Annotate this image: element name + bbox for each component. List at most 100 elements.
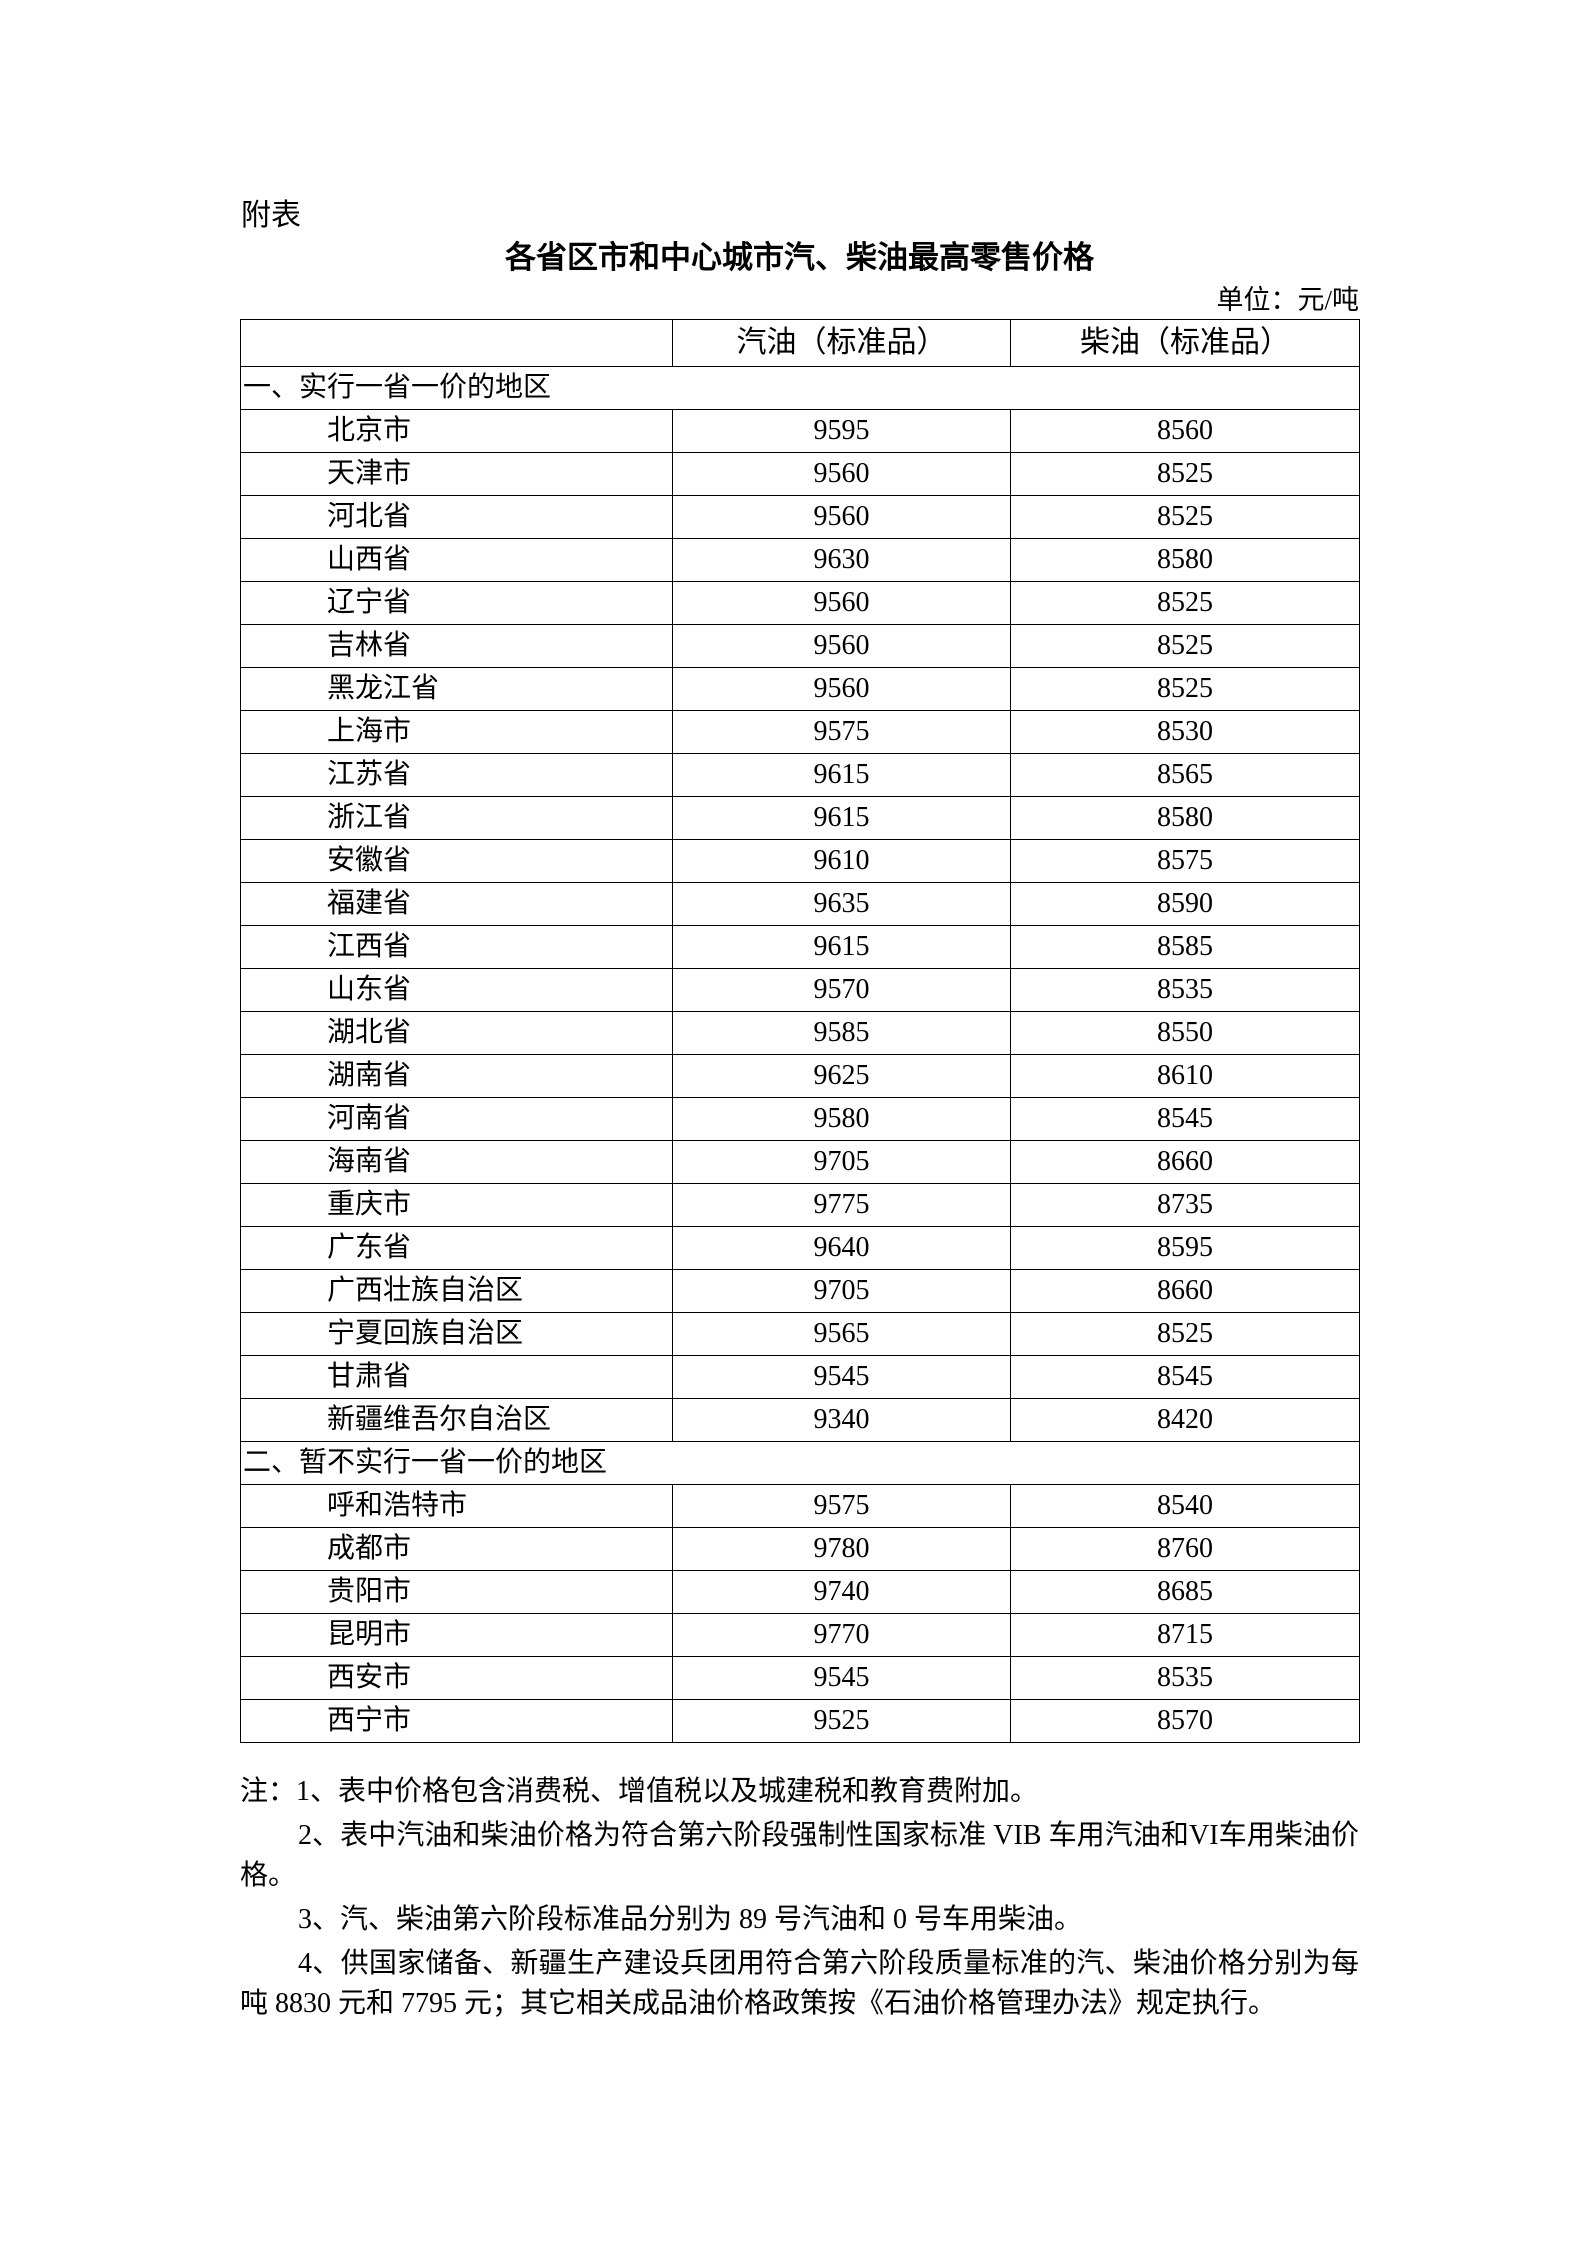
region-name: 河南省 — [240, 1097, 673, 1141]
region-name: 重庆市 — [240, 1183, 673, 1227]
data-row: 安徽省 9610 8575 — [240, 839, 1360, 883]
region-name: 昆明市 — [240, 1613, 673, 1657]
gasoline-price: 9625 — [672, 1054, 1011, 1098]
region-name: 宁夏回族自治区 — [240, 1312, 673, 1356]
diesel-price: 8715 — [1010, 1613, 1360, 1657]
gasoline-price: 9575 — [672, 1484, 1011, 1528]
diesel-price: 8570 — [1010, 1699, 1360, 1743]
gasoline-price: 9545 — [672, 1355, 1011, 1399]
gasoline-price: 9705 — [672, 1269, 1011, 1313]
gasoline-price: 9525 — [672, 1699, 1011, 1743]
diesel-price: 8545 — [1010, 1097, 1360, 1141]
section-title: 一、实行一省一价的地区 — [240, 366, 1360, 410]
region-name: 贵阳市 — [240, 1570, 673, 1614]
header-cell — [240, 319, 673, 367]
gasoline-price: 9560 — [672, 624, 1011, 668]
header-row: 汽油（标准品） 柴油（标准品） — [240, 319, 1360, 367]
data-row: 宁夏回族自治区 9565 8525 — [240, 1312, 1360, 1356]
region-name: 山东省 — [240, 968, 673, 1012]
region-name: 广东省 — [240, 1226, 673, 1270]
gasoline-price: 9545 — [672, 1656, 1011, 1700]
diesel-price: 8530 — [1010, 710, 1360, 754]
data-row: 天津市 9560 8525 — [240, 452, 1360, 496]
gasoline-price: 9770 — [672, 1613, 1011, 1657]
diesel-price: 8420 — [1010, 1398, 1360, 1442]
region-name: 山西省 — [240, 538, 673, 582]
section-title: 二、暂不实行一省一价的地区 — [240, 1441, 1360, 1485]
data-row: 江西省 9615 8585 — [240, 925, 1360, 969]
gasoline-price: 9560 — [672, 452, 1011, 496]
note: 4、供国家储备、新疆生产建设兵团用符合第六阶段质量标准的汽、柴油价格分别为每吨 … — [240, 1948, 1359, 2019]
region-name: 江西省 — [240, 925, 673, 969]
gasoline-price: 9615 — [672, 753, 1011, 797]
gasoline-price: 9565 — [672, 1312, 1011, 1356]
diesel-price: 8660 — [1010, 1140, 1360, 1184]
region-name: 海南省 — [240, 1140, 673, 1184]
section-row: 一、实行一省一价的地区 — [240, 366, 1360, 410]
diesel-price: 8685 — [1010, 1570, 1360, 1614]
diesel-price: 8525 — [1010, 1312, 1360, 1356]
data-row: 贵阳市 9740 8685 — [240, 1570, 1360, 1614]
diesel-price: 8525 — [1010, 667, 1360, 711]
data-row: 广西壮族自治区 9705 8660 — [240, 1269, 1360, 1313]
region-name: 西宁市 — [240, 1699, 673, 1743]
diesel-price: 8575 — [1010, 839, 1360, 883]
region-name: 新疆维吾尔自治区 — [240, 1398, 673, 1442]
diesel-price: 8525 — [1010, 624, 1360, 668]
data-row: 新疆维吾尔自治区 9340 8420 — [240, 1398, 1360, 1442]
diesel-price: 8560 — [1010, 409, 1360, 453]
diesel-price: 8760 — [1010, 1527, 1360, 1571]
region-name: 安徽省 — [240, 839, 673, 883]
data-row: 上海市 9575 8530 — [240, 710, 1360, 754]
doc-title: 各省区市和中心城市汽、柴油最高零售价格 — [505, 240, 1094, 275]
region-name: 北京市 — [240, 409, 673, 453]
data-row: 浙江省 9615 8580 — [240, 796, 1360, 840]
gasoline-price: 9630 — [672, 538, 1011, 582]
region-name: 天津市 — [240, 452, 673, 496]
diesel-price: 8585 — [1010, 925, 1360, 969]
header-cell: 柴油（标准品） — [1010, 319, 1360, 367]
data-row: 广东省 9640 8595 — [240, 1226, 1360, 1270]
diesel-price: 8610 — [1010, 1054, 1360, 1098]
diesel-price: 8580 — [1010, 796, 1360, 840]
diesel-price: 8535 — [1010, 1656, 1360, 1700]
diesel-price: 8535 — [1010, 968, 1360, 1012]
data-row: 海南省 9705 8660 — [240, 1140, 1360, 1184]
data-row: 呼和浩特市 9575 8540 — [240, 1484, 1360, 1528]
diesel-price: 8545 — [1010, 1355, 1360, 1399]
region-name: 湖南省 — [240, 1054, 673, 1098]
diesel-price: 8525 — [1010, 495, 1360, 539]
region-name: 吉林省 — [240, 624, 673, 668]
gasoline-price: 9740 — [672, 1570, 1011, 1614]
data-row: 西宁市 9525 8570 — [240, 1699, 1360, 1743]
notes: 注：1、表中价格包含消费税、增值税以及城建税和教育费附加。 2、表中汽油和柴油价格… — [240, 1772, 1359, 2028]
gasoline-price: 9780 — [672, 1527, 1011, 1571]
region-name: 江苏省 — [240, 753, 673, 797]
data-row: 黑龙江省 9560 8525 — [240, 667, 1360, 711]
data-row: 湖北省 9585 8550 — [240, 1011, 1360, 1055]
gasoline-price: 9585 — [672, 1011, 1011, 1055]
region-name: 上海市 — [240, 710, 673, 754]
diesel-price: 8540 — [1010, 1484, 1360, 1528]
diesel-price: 8595 — [1010, 1226, 1360, 1270]
diesel-price: 8565 — [1010, 753, 1360, 797]
gasoline-price: 9580 — [672, 1097, 1011, 1141]
diesel-price: 8550 — [1010, 1011, 1360, 1055]
diesel-price: 8580 — [1010, 538, 1360, 582]
header-cell: 汽油（标准品） — [672, 319, 1011, 367]
gasoline-price: 9640 — [672, 1226, 1011, 1270]
gasoline-price: 9560 — [672, 581, 1011, 625]
gasoline-price: 9595 — [672, 409, 1011, 453]
region-name: 广西壮族自治区 — [240, 1269, 673, 1313]
gasoline-price: 9635 — [672, 882, 1011, 926]
data-row: 河北省 9560 8525 — [240, 495, 1360, 539]
data-row: 辽宁省 9560 8525 — [240, 581, 1360, 625]
gasoline-price: 9610 — [672, 839, 1011, 883]
data-row: 福建省 9635 8590 — [240, 882, 1360, 926]
unit-note: 单位：元/吨 — [1216, 285, 1359, 315]
data-row: 山西省 9630 8580 — [240, 538, 1360, 582]
data-row: 西安市 9545 8535 — [240, 1656, 1360, 1700]
data-row: 吉林省 9560 8525 — [240, 624, 1360, 668]
gasoline-price: 9615 — [672, 925, 1011, 969]
